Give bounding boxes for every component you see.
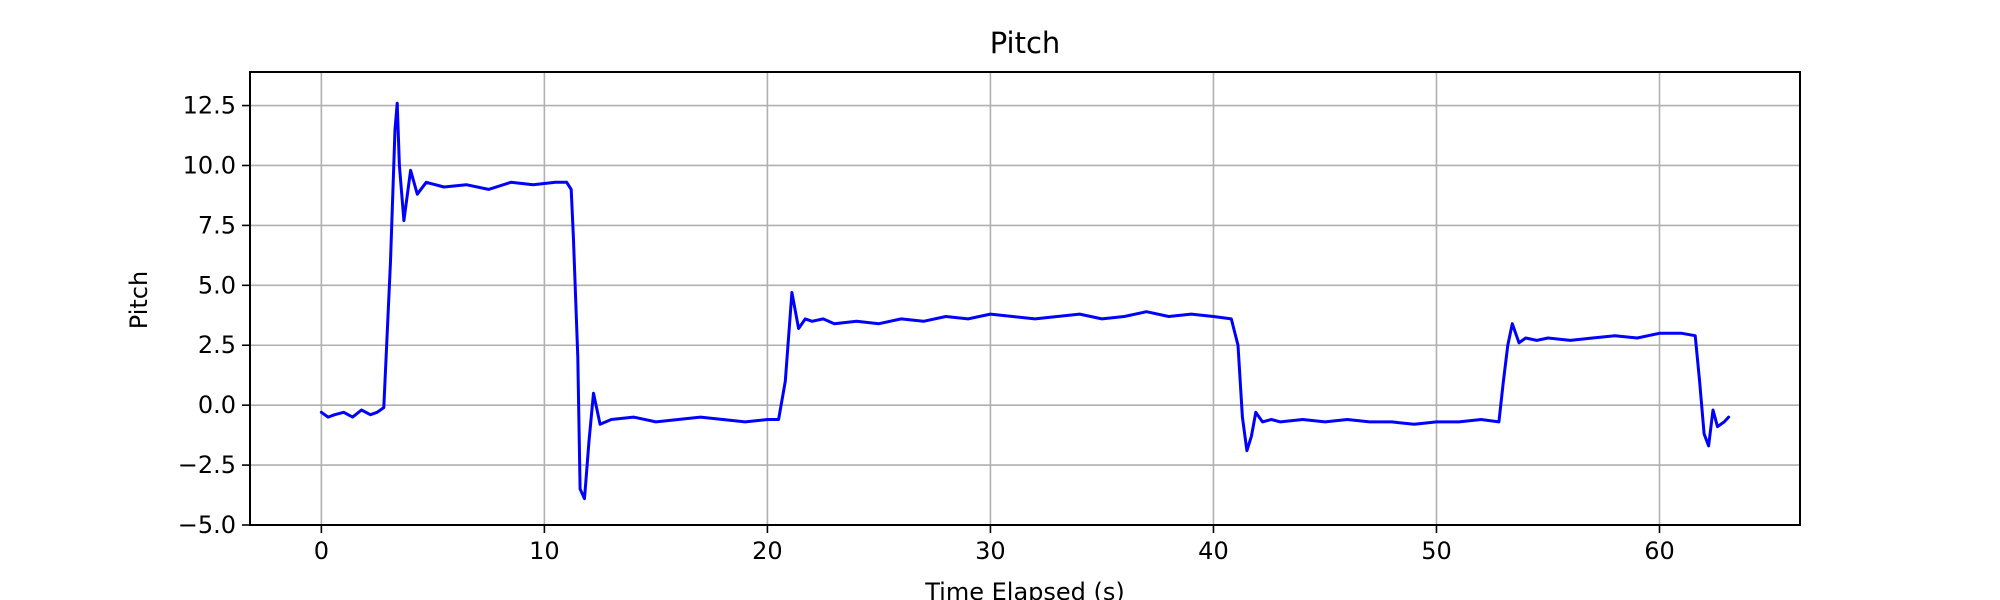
x-axis-label: Time Elapsed (s): [924, 578, 1125, 600]
chart-title: Pitch: [990, 26, 1061, 60]
y-tick-label: 0.0: [198, 391, 236, 419]
x-tick-label: 30: [975, 537, 1006, 565]
y-tick-label: 7.5: [198, 211, 236, 239]
y-tick-label: 10.0: [183, 151, 236, 179]
x-tick-label: 20: [752, 537, 783, 565]
series-layer: [319, 101, 1731, 501]
ticks: 0 10 20 30 40 50 60 −5.0 −2.5 0.0 2.5 5.0 7.5 10.0 12.…: [178, 92, 1675, 565]
y-tick-label: 5.0: [198, 271, 236, 299]
x-tick-label: 40: [1198, 537, 1229, 565]
y-tick-label: −5.0: [178, 511, 236, 539]
plot-frame: [249, 71, 1801, 526]
grid: [250, 72, 1800, 526]
x-tick-label: 50: [1421, 537, 1452, 565]
x-tick-label: 0: [314, 537, 329, 565]
x-tick-label: 10: [529, 537, 560, 565]
y-axis-label: Pitch: [125, 271, 153, 329]
pitch-series-line: [319, 101, 1731, 501]
x-tick-label: 60: [1644, 537, 1675, 565]
y-tick-label: 2.5: [198, 331, 236, 359]
y-tick-label: 12.5: [183, 92, 236, 120]
y-tick-label: −2.5: [178, 451, 236, 479]
